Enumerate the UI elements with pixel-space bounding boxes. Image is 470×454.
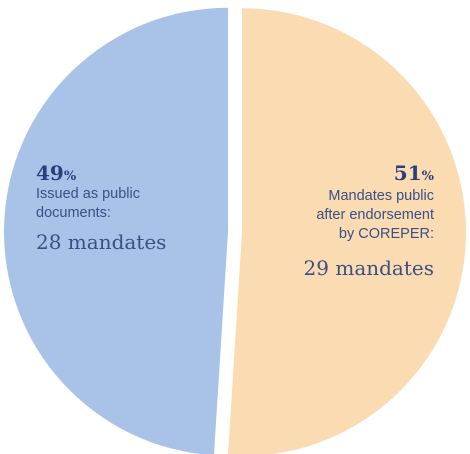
description-left-line-1: Issued as public [36,186,140,202]
percent-label-right: 51% [394,161,435,185]
percent-label-left: 49% [36,161,77,185]
slice-label-public-after-coreper: 51% Mandates public after endorsement by… [304,161,435,280]
description-right-line-2: after endorsement [316,207,434,223]
description-right-line-1: Mandates public [328,188,434,204]
count-label-left: 28 mandates [36,230,166,254]
slice-label-public-documents: 49% Issued as public documents: 28 manda… [36,161,166,254]
description-left-line-2: documents: [36,205,111,221]
pie-slice-public-after-coreper [228,8,466,454]
pie-slice-public-documents [4,7,229,454]
description-right-line-3: by COREPER: [339,226,434,242]
count-label-right: 29 mandates [304,256,434,280]
